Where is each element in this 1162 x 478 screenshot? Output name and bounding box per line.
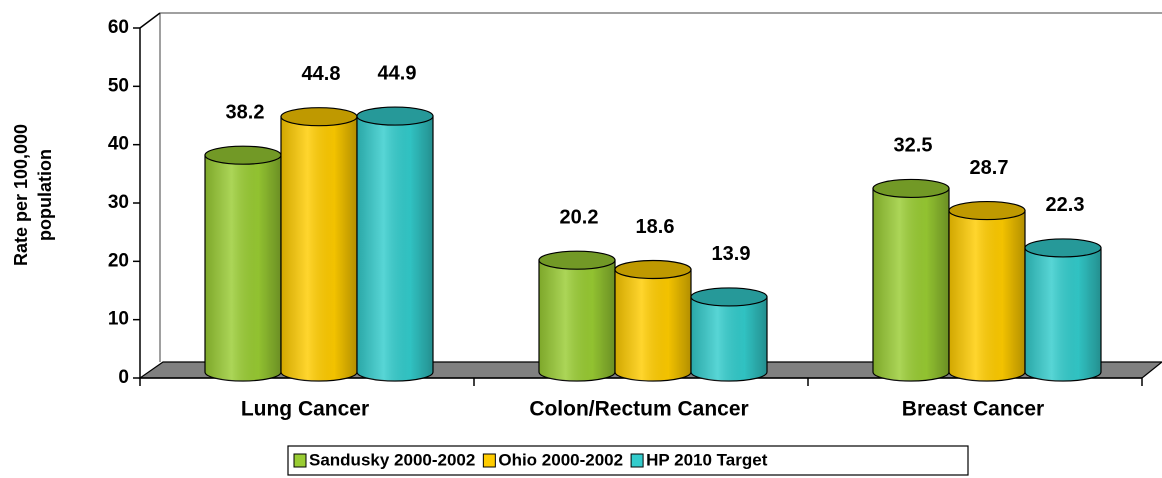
cylinder-shade	[873, 188, 949, 381]
cylinder-top-shade	[691, 287, 767, 306]
cylinder-top	[1024, 238, 1102, 258]
x-tick-label: Lung Cancer	[241, 398, 369, 421]
cylinder-top-shade	[615, 260, 691, 279]
cylinder-top	[690, 287, 768, 307]
cylinder-top	[356, 106, 434, 126]
cylinder-top-shade	[949, 201, 1025, 220]
cylinder-top	[614, 259, 692, 280]
data-label: 22.3	[1046, 194, 1085, 216]
cylinder-top-shade	[205, 146, 281, 165]
data-label: 38.2	[226, 101, 265, 123]
cylinder	[948, 200, 1026, 382]
cylinder-top-shade	[539, 251, 615, 270]
axis-corner	[139, 12, 161, 29]
cylinder	[614, 259, 692, 382]
data-label: 44.9	[378, 62, 417, 84]
cylinder-top-shade	[281, 107, 357, 126]
cylinder-shade	[205, 155, 281, 381]
cylinder	[280, 107, 358, 382]
legend-label: Sandusky 2000-2002	[309, 450, 475, 469]
cylinder	[538, 250, 616, 382]
data-label: 28.7	[970, 157, 1009, 179]
cylinder	[1024, 238, 1102, 382]
cylinder-shade	[281, 116, 357, 382]
cylinder-top-shade	[1025, 238, 1101, 257]
cylinder-top	[948, 200, 1026, 221]
y-tick-label: 60	[108, 17, 129, 38]
legend-swatch	[293, 453, 307, 468]
cylinder-top-shade	[357, 107, 433, 126]
cylinder	[356, 106, 434, 382]
cylinder-top	[872, 178, 950, 199]
x-tick-label: Breast Cancer	[902, 398, 1044, 421]
legend-swatch	[482, 453, 496, 468]
cylinder-shade	[1025, 247, 1101, 381]
y-tick-label: 0	[118, 367, 129, 388]
data-label: 18.6	[636, 216, 675, 238]
y-tick-label: 30	[108, 192, 129, 213]
legend-label: HP 2010 Target	[646, 450, 768, 469]
data-label: 13.9	[712, 243, 751, 265]
legend-label: Ohio 2000-2002	[498, 450, 623, 469]
cylinder-shade	[539, 260, 615, 381]
y-tick-label: 20	[108, 250, 129, 271]
data-label: 32.5	[894, 135, 933, 157]
cylinder	[204, 145, 282, 382]
cylinder	[872, 178, 950, 382]
x-tick-label: Colon/Rectum Cancer	[529, 398, 748, 421]
legend-box	[287, 445, 969, 476]
data-label: 44.8	[302, 63, 341, 85]
cylinder-shade	[357, 116, 433, 381]
y-axis-title: Rate per 100,000	[11, 124, 31, 266]
y-tick-label: 50	[108, 75, 129, 96]
cylinder-shade	[691, 296, 767, 381]
data-label: 20.2	[560, 206, 599, 228]
cylinder-top	[538, 250, 616, 270]
cylinder-top-shade	[873, 179, 949, 198]
y-tick-label: 40	[108, 134, 129, 155]
legend-swatch	[630, 453, 644, 468]
y-tick-label: 10	[108, 309, 129, 330]
cylinder	[690, 287, 768, 382]
cylinder-shade	[615, 269, 691, 381]
y-axis-title: population	[35, 149, 55, 241]
cylinder-shade	[949, 210, 1025, 381]
